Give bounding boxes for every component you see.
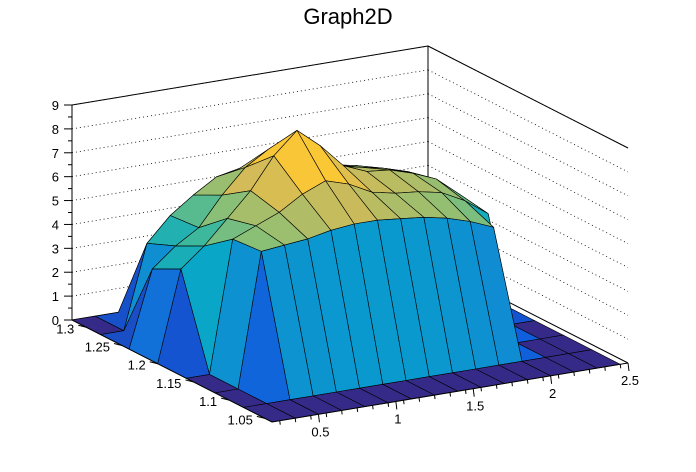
z-tick-label: 7 [52, 146, 59, 161]
z-tick-label: 3 [52, 241, 59, 256]
z-gridline-right [427, 117, 629, 221]
z-tick-label: 0 [52, 313, 59, 328]
x-minor-tick [356, 407, 359, 412]
y-tick-mark [221, 397, 230, 401]
x-minor-tick [418, 397, 421, 402]
z-gridline-right [427, 188, 629, 292]
surface-mesh [71, 129, 622, 423]
z-gridline-right [427, 93, 629, 197]
x-tick-label: 1 [394, 411, 401, 426]
z-tick-label: 4 [52, 217, 59, 232]
x-tick-mark [395, 401, 398, 410]
x-tick-mark [472, 388, 475, 397]
chart-title: Graph2D [303, 4, 393, 29]
y-tick-mark [185, 379, 194, 383]
y-tick-label: 1.1 [199, 394, 217, 409]
x-minor-tick [372, 405, 374, 410]
x-tick-mark [627, 362, 630, 372]
y-tick-label: 1.2 [128, 358, 146, 373]
x-tick-label: 0.5 [311, 424, 329, 439]
x-minor-tick [464, 389, 467, 394]
x-minor-tick [387, 402, 390, 407]
z-gridline-right [427, 165, 629, 268]
x-tick-label: 2.5 [621, 373, 639, 388]
y-tick-label: 1.3 [56, 321, 74, 336]
x-minor-tick [619, 364, 622, 369]
y-tick-mark [149, 361, 158, 365]
x-minor-tick [449, 392, 451, 397]
x-minor-tick [542, 377, 544, 382]
x-minor-tick [310, 415, 312, 420]
x-minor-tick [573, 371, 575, 377]
x-tick-label: 1.5 [466, 399, 484, 414]
z-gridline-back [71, 93, 429, 154]
z-tick-label: 2 [52, 265, 59, 280]
y-tick-mark [113, 343, 123, 346]
y-tick-label: 1.25 [85, 340, 110, 355]
z-gridline-back [71, 45, 429, 106]
z-gridline-right [427, 45, 629, 149]
y-tick-mark [78, 324, 87, 328]
y-tick-label: 1.05 [228, 412, 253, 427]
x-tick-mark [317, 414, 320, 423]
x-tick-mark [550, 375, 553, 384]
z-gridline-right [427, 212, 629, 316]
z-tick-label: 8 [52, 122, 59, 137]
x-minor-tick [294, 418, 297, 423]
z-gridline-right [427, 236, 629, 340]
z-tick-label: 1 [52, 289, 59, 304]
z-tick-label: 5 [52, 194, 59, 209]
x-minor-tick [604, 366, 606, 371]
x-minor-tick [495, 384, 498, 389]
x-minor-tick [325, 412, 328, 418]
x-minor-tick [403, 400, 405, 405]
x-tick-label: 2 [549, 386, 556, 401]
y-axis-line [71, 319, 273, 423]
z-gridline-right [427, 69, 629, 173]
x-minor-tick [279, 420, 281, 425]
z-gridline-right [427, 141, 629, 244]
x-minor-tick [557, 374, 560, 379]
x-minor-tick [341, 410, 343, 415]
x-minor-tick [480, 387, 482, 392]
y-tick-label: 1.15 [156, 376, 181, 391]
x-minor-tick [588, 369, 591, 374]
y-tick-mark [256, 415, 265, 419]
z-gridline-back [71, 117, 429, 178]
x-minor-tick [526, 379, 529, 384]
x-minor-tick [434, 395, 436, 400]
z-gridline-back [71, 69, 429, 130]
axis-ticks: 0.5 1 1.5 2 2.5 1.05 1.1 1.15 1.2 1.25 1.30 1 2 3 4 5 6 7… [52, 98, 639, 439]
z-tick-label: 9 [52, 98, 59, 113]
z-tick-label: 6 [52, 170, 59, 185]
